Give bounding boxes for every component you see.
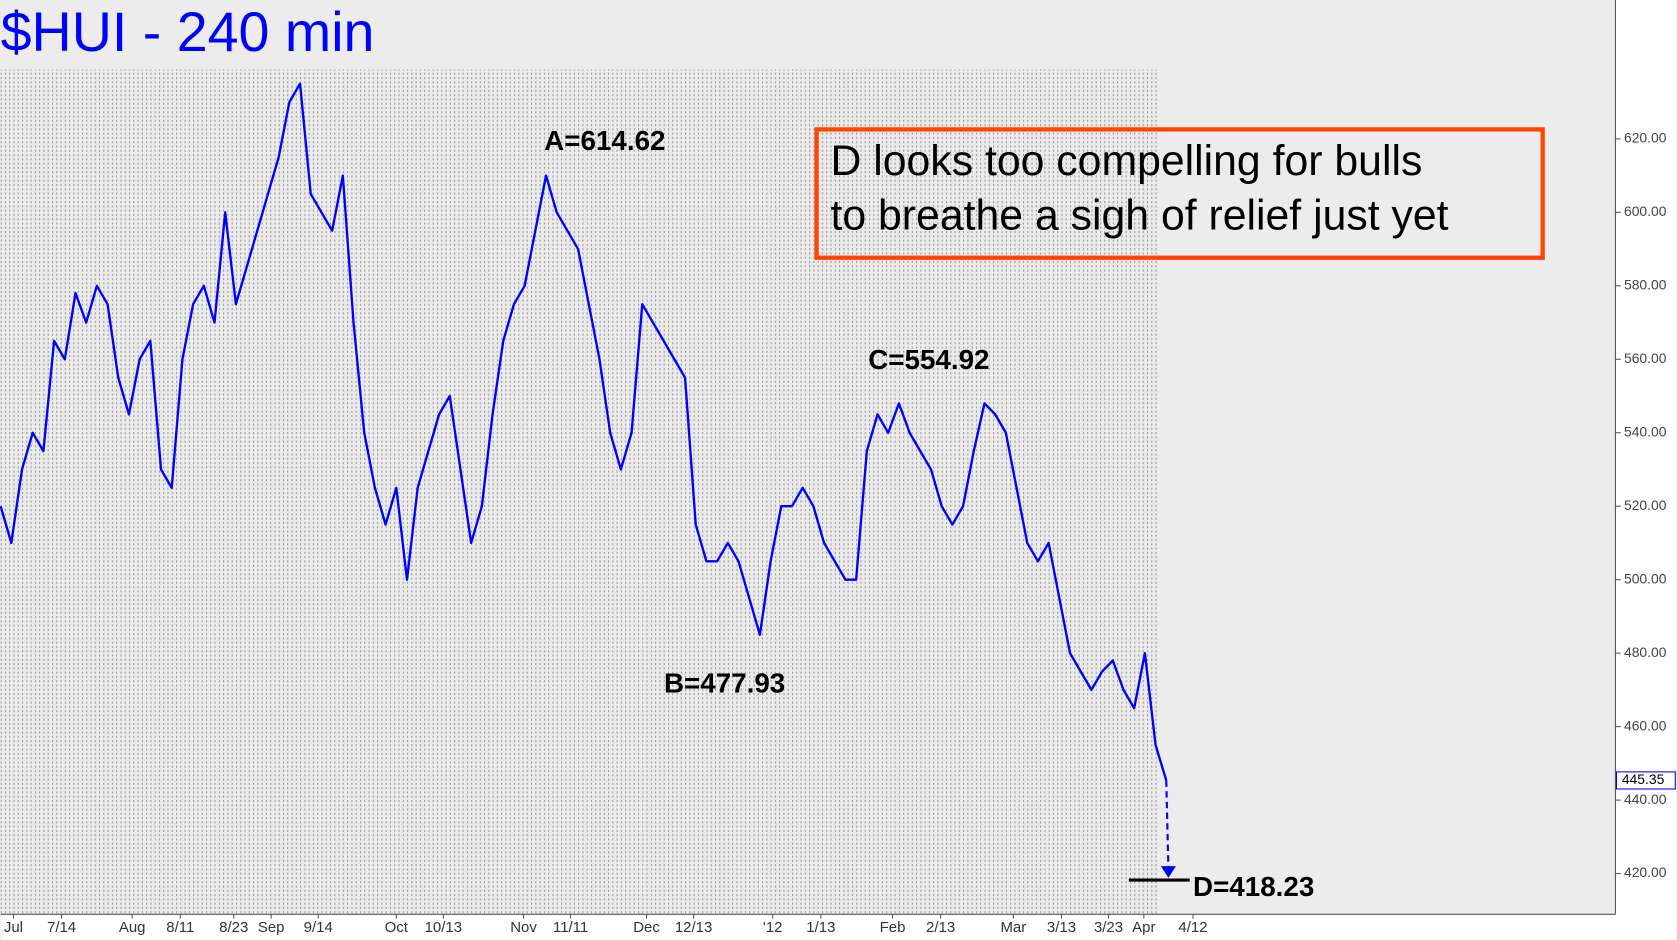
x-tick-label: 8/23 (219, 919, 248, 936)
x-tick-label: 3/13 (1047, 919, 1076, 936)
chart-title: $HUI - 240 min (1, 1, 375, 63)
y-tick-label: 540.00 (1624, 423, 1667, 439)
x-tick-label: 4/12 (1178, 919, 1207, 936)
projection (1165, 780, 1170, 870)
x-tick-label: Dec (633, 919, 660, 936)
x-tick-label: Apr (1132, 919, 1155, 936)
x-tick-label: Nov (510, 919, 537, 936)
y-tick-label: 620.00 (1624, 130, 1667, 146)
x-tick-label: 1/13 (806, 919, 835, 936)
y-tick-label: 440.00 (1624, 791, 1667, 807)
x-tick-label: 9/14 (304, 919, 333, 936)
x-tick-label: 11/11 (553, 919, 588, 936)
projection-arrow (1160, 866, 1176, 878)
note-box (814, 127, 1545, 260)
y-tick-label: 580.00 (1624, 276, 1667, 292)
x-tick-label: Jul (4, 919, 23, 936)
price-line (0, 82, 1168, 781)
annotation: D=418.23 (1193, 871, 1314, 902)
x-tick-label: 8/11 (166, 919, 194, 936)
annotation: C=554.92 (868, 344, 989, 375)
y-tick-label: 460.00 (1624, 717, 1667, 733)
x-tick-label: Aug (119, 919, 146, 936)
last-price-box (1615, 771, 1676, 790)
x-tick-label: '12 (763, 919, 783, 936)
x-tick-label: 12/13 (675, 919, 712, 936)
x-tick-label: 2/13 (926, 919, 955, 936)
y-tick-label: 500.00 (1624, 570, 1667, 586)
y-tick-label: 520.00 (1624, 497, 1667, 513)
x-tick-label: 7/14 (47, 919, 76, 936)
note-text: to breathe a sigh of relief just yet (830, 191, 1448, 239)
y-tick-label: 560.00 (1624, 350, 1667, 366)
x-tick-label: Feb (880, 919, 906, 936)
x-tick-label: Mar (1000, 919, 1026, 936)
x-tick-label: 10/13 (425, 919, 462, 936)
x-axis-strip (0, 914, 1616, 940)
y-tick-label: 420.00 (1624, 864, 1667, 880)
x-tick-label: 3/23 (1094, 919, 1123, 936)
annotation: A=614.62 (544, 125, 665, 156)
x-tick-label: Oct (385, 919, 409, 936)
last-price-label: 445.35 (1622, 771, 1665, 787)
y-tick-label: 480.00 (1624, 644, 1667, 660)
note-text: D looks too compelling for bulls (830, 137, 1422, 185)
annotation: B=477.93 (664, 668, 785, 699)
x-tick-label: Sep (258, 919, 285, 936)
y-tick-label: 600.00 (1624, 203, 1667, 219)
